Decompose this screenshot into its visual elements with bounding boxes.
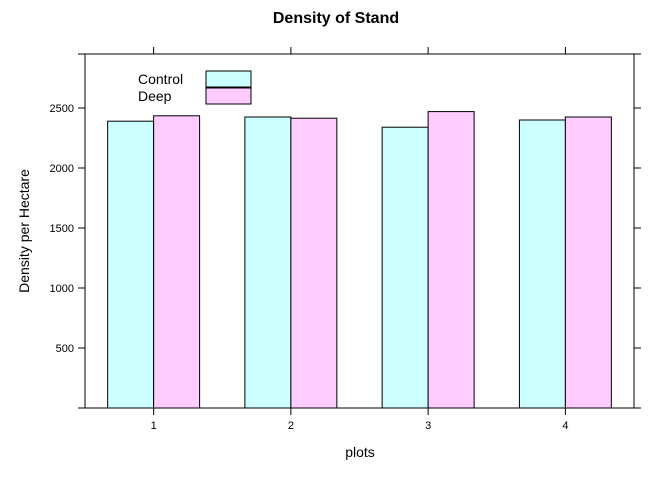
y-tick-label: 500	[56, 343, 74, 355]
plot-frame	[84, 53, 635, 409]
y-axis-label: Density per Hectare	[16, 169, 32, 293]
x-tick-label: 4	[562, 420, 568, 432]
bar-deep-plot-2	[290, 117, 338, 409]
bar-control-plot-2	[244, 116, 292, 409]
bar-deep-plot-3	[427, 111, 475, 409]
bar-deep-plot-4	[564, 116, 612, 409]
legend-label-deep: Deep	[138, 88, 172, 104]
x-axis-label: plots	[345, 444, 375, 460]
y-tick-label: 2500	[50, 103, 74, 115]
x-tick-label: 1	[151, 420, 157, 432]
x-tick-label: 3	[425, 420, 431, 432]
bar-control-plot-1	[107, 120, 155, 409]
legend-swatch-control	[205, 70, 252, 88]
y-axis-ticks: 500 1000 1500 2000 2500	[50, 53, 641, 409]
bars-group	[107, 111, 612, 409]
bar-control-plot-4	[518, 119, 566, 409]
y-tick-label: 2000	[50, 163, 74, 175]
chart-title: Density of Stand	[273, 10, 399, 27]
y-tick-label: 1500	[50, 223, 74, 235]
legend-label-control: Control	[138, 71, 183, 87]
y-tick-label: 1000	[50, 283, 74, 295]
x-tick-label: 2	[288, 420, 294, 432]
x-axis-ticks: 1 2 3 4	[151, 47, 568, 432]
bar-control-plot-3	[381, 126, 429, 409]
legend-swatch-deep	[205, 87, 252, 105]
bar-deep-plot-1	[153, 115, 201, 409]
